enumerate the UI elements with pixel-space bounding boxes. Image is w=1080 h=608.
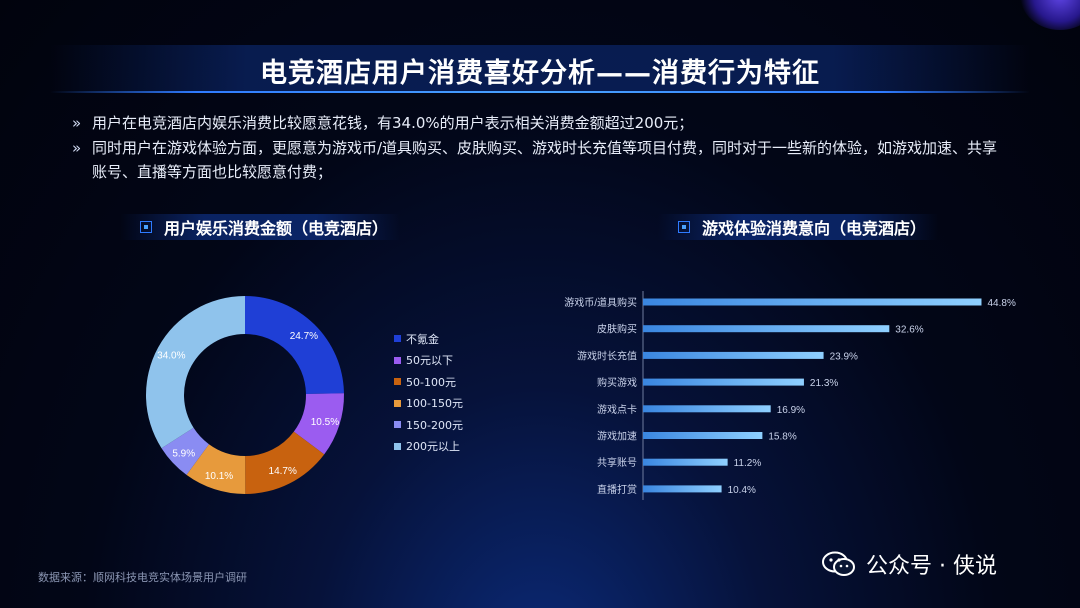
bar-chart-title: 游戏体验消费意向（电竞酒店） xyxy=(702,219,927,238)
slice-value-label: 34.0% xyxy=(157,351,185,362)
legend-label: 100-150元 xyxy=(406,397,463,411)
category-label: 皮肤购买 xyxy=(597,323,637,336)
header-glow xyxy=(120,214,400,240)
bar-value-label: 11.2% xyxy=(734,458,762,469)
bar xyxy=(643,405,771,413)
legend-item: 150-200元 xyxy=(394,414,463,436)
donut-slice xyxy=(161,427,209,475)
donut-slice xyxy=(186,444,246,494)
slice-value-label: 5.9% xyxy=(172,448,195,459)
bullet-text: 同时用户在游戏体验方面，更愿意为游戏币/道具购买、皮肤购买、游戏时长充值等项目付… xyxy=(92,139,998,181)
donut-slice xyxy=(146,296,245,449)
bar-value-label: 21.3% xyxy=(810,378,838,389)
bar-value-label: 16.9% xyxy=(777,405,805,416)
donut-slice xyxy=(245,431,325,494)
corner-glow xyxy=(1020,0,1080,30)
slice-value-label: 10.1% xyxy=(205,471,233,482)
bar xyxy=(643,432,763,439)
donut-slice xyxy=(245,296,344,394)
legend-item: 100-150元 xyxy=(394,393,463,415)
legend-item: 50-100元 xyxy=(394,371,463,393)
bar xyxy=(643,458,728,466)
bar xyxy=(643,378,804,386)
bar-value-label: 32.6% xyxy=(895,325,923,336)
horizontal-bar-chart: 游戏币/道具购买 44.8% 皮肤购买 32.6% 游戏时长充值 23.9% 购买游戏 21.… xyxy=(564,291,1016,500)
legend-swatch xyxy=(394,399,401,407)
donut-slice xyxy=(293,393,344,455)
title-bar: 电竞酒店用户消费喜好分析——消费行为特征 xyxy=(50,45,1030,93)
legend-label: 不氪金 xyxy=(406,332,439,346)
page-title: 电竞酒店用户消费喜好分析——消费行为特征 xyxy=(260,58,820,89)
bullet-mark: » xyxy=(72,139,82,157)
category-label: 游戏加速 xyxy=(597,430,637,443)
donut-legend: 不氪金 50元以下 50-100元 100-150元 150-200元 200元以上 xyxy=(394,328,463,457)
legend-label: 50-100元 xyxy=(406,375,456,389)
category-label: 游戏币/道具购买 xyxy=(564,296,637,309)
bullet-item: » 同时用户在游戏体验方面，更愿意为游戏币/道具购买、皮肤购买、游戏时长充值等项… xyxy=(72,136,1012,184)
header-glow xyxy=(658,214,938,240)
donut-chart: 24.7% 10.5% 14.7% 10.1% 5.9% 34.0% xyxy=(146,296,344,494)
category-label: 游戏点卡 xyxy=(597,403,637,416)
slice-value-label: 10.5% xyxy=(311,417,339,428)
watermark: 公众号 · 侠说 xyxy=(822,548,997,580)
square-bullet-icon xyxy=(678,221,690,233)
legend-label: 50元以下 xyxy=(406,354,453,368)
bar xyxy=(643,325,890,333)
donut-chart-title: 用户娱乐消费金额（电竞酒店） xyxy=(164,219,389,238)
legend-item: 50元以下 xyxy=(394,350,463,372)
summary-bullets: » 用户在电竞酒店内娱乐消费比较愿意花钱，有34.0%的用户表示相关消费金额超过… xyxy=(72,111,1012,185)
legend-swatch xyxy=(394,442,401,450)
category-label: 直播打赏 xyxy=(597,483,637,496)
slice-value-label: 14.7% xyxy=(269,466,297,477)
legend-item: 不氪金 xyxy=(394,328,463,350)
square-bullet-icon xyxy=(140,221,152,233)
wechat-icon xyxy=(822,551,855,576)
bullet-item: » 用户在电竞酒店内娱乐消费比较愿意花钱，有34.0%的用户表示相关消费金额超过… xyxy=(72,111,1012,135)
bar-value-label: 23.9% xyxy=(830,351,858,362)
legend-swatch xyxy=(394,335,401,343)
bar-value-label: 44.8% xyxy=(987,298,1015,309)
bar-value-label: 10.4% xyxy=(728,485,756,496)
legend-item: 200元以上 xyxy=(394,436,463,458)
category-label: 购买游戏 xyxy=(597,376,637,389)
legend-swatch xyxy=(394,421,401,429)
bullet-mark: » xyxy=(72,114,82,132)
legend-label: 200元以上 xyxy=(406,440,460,454)
data-source: 数据来源：顺网科技电竞实体场景用户调研 xyxy=(38,571,247,584)
legend-swatch xyxy=(394,356,401,364)
title-bar-background xyxy=(50,45,1030,93)
bullet-text: 用户在电竞酒店内娱乐消费比较愿意花钱，有34.0%的用户表示相关消费金额超过20… xyxy=(92,114,694,132)
watermark-text: 公众号 · 侠说 xyxy=(866,554,997,579)
slice-value-label: 24.7% xyxy=(290,331,318,342)
bar-value-label: 15.8% xyxy=(768,432,796,443)
title-underline xyxy=(50,91,1030,93)
legend-label: 150-200元 xyxy=(406,418,463,432)
bar xyxy=(643,485,722,493)
category-label: 游戏时长充值 xyxy=(577,349,637,362)
category-label: 共享账号 xyxy=(597,456,637,469)
legend-swatch xyxy=(394,378,401,386)
bar xyxy=(643,351,824,359)
bar xyxy=(643,298,982,306)
